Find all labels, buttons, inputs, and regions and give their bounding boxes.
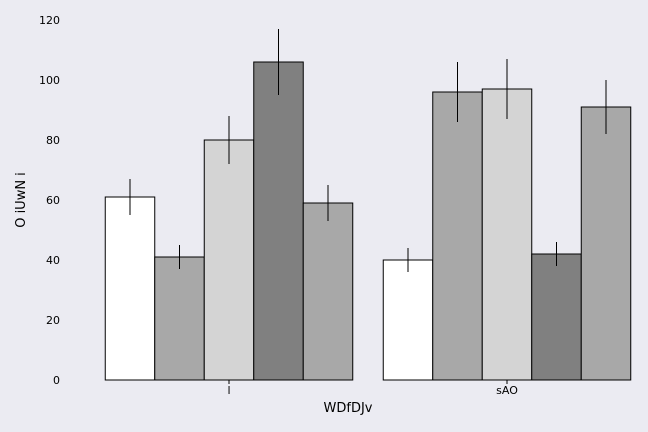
y-tick-label: 0 <box>53 374 60 387</box>
bar <box>481 88 533 381</box>
bar <box>432 91 483 381</box>
bar <box>253 61 304 381</box>
y-tick-label: 100 <box>39 74 60 87</box>
bar <box>154 256 205 381</box>
x-axis-label: WDfDJv <box>324 401 373 416</box>
bar <box>531 253 582 381</box>
bar <box>104 196 156 381</box>
x-axis: l sAO <box>227 380 518 397</box>
bar <box>580 106 632 381</box>
bar <box>382 259 434 381</box>
y-axis-label: O iUwN i <box>14 172 29 228</box>
bar <box>302 202 354 381</box>
y-tick-label: 20 <box>46 314 60 327</box>
y-tick-label: 80 <box>46 134 60 147</box>
y-axis: 0 20 40 60 80 100 120 <box>39 14 60 387</box>
y-tick-label: 60 <box>46 194 60 207</box>
x-tick-label: sAO <box>496 384 518 397</box>
x-tick-label: l <box>227 384 230 397</box>
bar <box>203 139 255 381</box>
y-tick-label: 120 <box>39 14 60 27</box>
y-tick-label: 40 <box>46 254 60 267</box>
bars-layer <box>104 29 632 381</box>
